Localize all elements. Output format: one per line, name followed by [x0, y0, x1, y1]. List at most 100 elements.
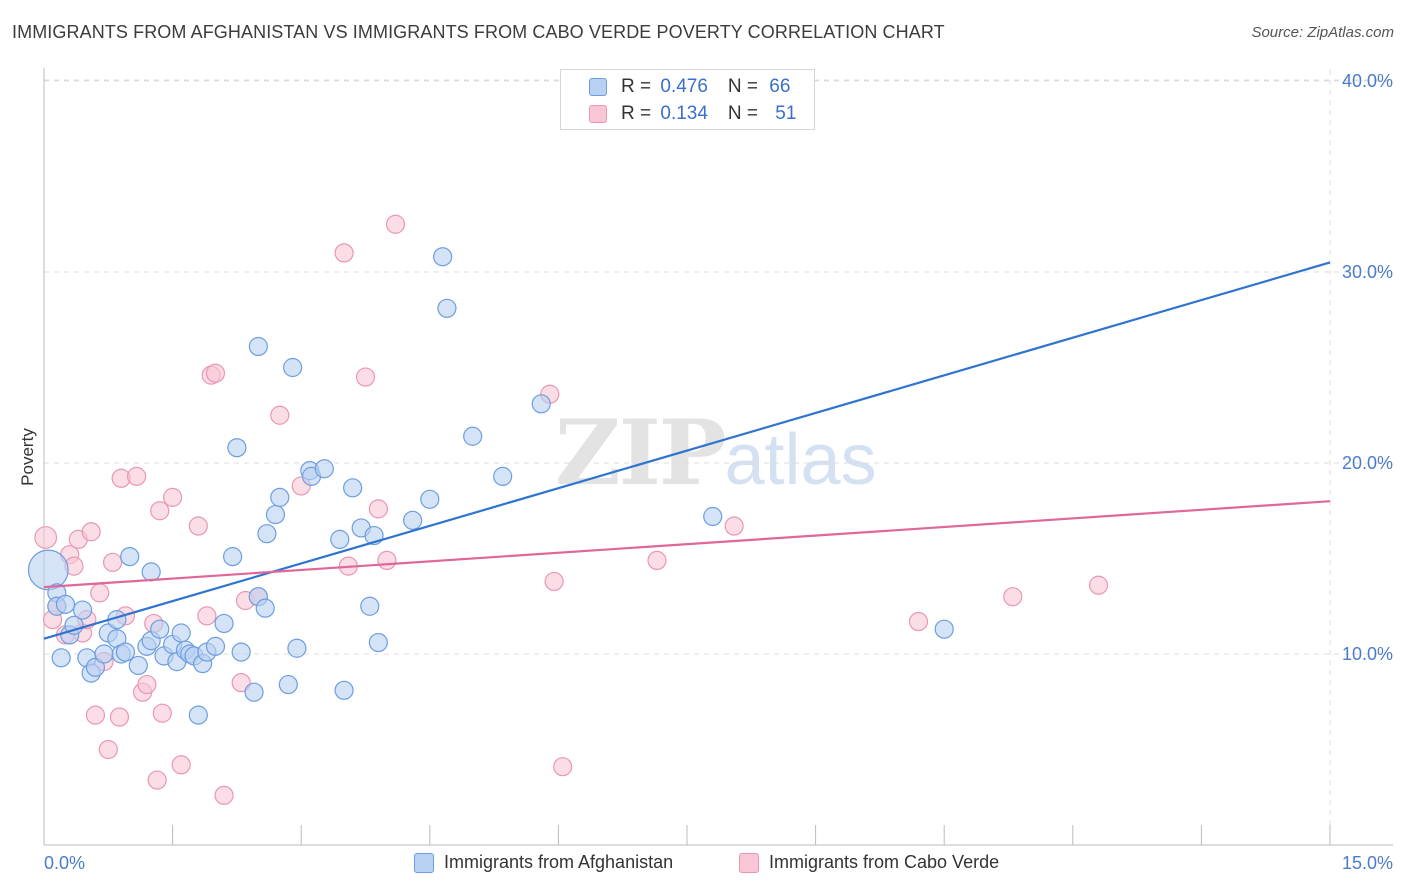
bottom-legend-swatch-blue [414, 852, 434, 873]
cabo-verde-point [126, 466, 147, 486]
cabo-verde-point [102, 552, 123, 572]
y-tick-label: 10.0% [1342, 644, 1393, 664]
cabo-verde-point [908, 611, 929, 632]
bottom-legend: Immigrants from Afghanistan Immigrants f… [0, 852, 1406, 878]
afghanistan-point [270, 487, 290, 507]
afghanistan-point [403, 510, 423, 530]
legend-swatch-blue [589, 78, 607, 96]
legend-r-label: R = [621, 76, 657, 97]
chart-title: IMMIGRANTS FROM AFGHANISTAN VS IMMIGRANT… [12, 22, 945, 42]
legend-r-value: 0.134 [660, 103, 708, 124]
afghanistan-point [51, 648, 71, 668]
afghanistan-point [493, 466, 513, 486]
legend: R = 0.476 N = 66 R = 0.134 N = 51 [560, 69, 815, 130]
legend-row-afghanistan: R = 0.476 N = 66 [561, 74, 790, 100]
afghanistan-point [703, 506, 723, 527]
afghanistan-point [531, 394, 551, 414]
cabo-verde-point [231, 673, 251, 693]
cabo-verde-point [171, 755, 191, 775]
cabo-verde-point [205, 363, 226, 383]
afghanistan-point [420, 489, 440, 509]
afghanistan-point [150, 619, 170, 639]
trend-lines [43, 261, 1331, 640]
y-tick-label: 30.0% [1342, 262, 1393, 282]
cabo-verde-point [553, 757, 573, 777]
afghanistan-point [227, 438, 247, 458]
afghanistan-point [171, 623, 191, 643]
cabo-verde-point [197, 606, 217, 626]
afghanistan-point [128, 655, 148, 676]
afghanistan-point [278, 674, 298, 695]
afghanistan-point [248, 336, 268, 357]
afghanistan-point [223, 546, 243, 567]
afghanistan-point [463, 426, 483, 446]
afghanistan-points [27, 247, 954, 725]
afghanistan-point [257, 524, 277, 544]
cabo-verde-point [214, 785, 234, 805]
y-tick-label: 20.0% [1342, 453, 1393, 473]
cabo-verde-point [34, 526, 58, 549]
afghanistan-point [214, 613, 234, 634]
legend-n-value: 51 [775, 103, 797, 124]
cabo-verde-point [334, 243, 354, 263]
afghanistan-point [433, 247, 453, 267]
cabo-verde-point [147, 770, 167, 790]
cabo-verde-trend-line [43, 500, 1331, 589]
cabo-verde-point [544, 571, 564, 592]
afghanistan-point [188, 705, 208, 725]
afghanistan-point [120, 546, 140, 567]
afghanistan-point [934, 619, 954, 639]
afghanistan-point [64, 615, 84, 635]
bottom-legend-label: Immigrants from Cabo Verde [769, 852, 1000, 872]
afghanistan-point [368, 632, 388, 653]
afghanistan-point [360, 596, 380, 616]
afghanistan-point [265, 504, 286, 525]
afghanistan-point [314, 459, 334, 479]
afghanistan-trend-line [43, 261, 1331, 640]
afghanistan-point [115, 642, 136, 662]
afghanistan-point [287, 638, 307, 658]
afghanistan-point [141, 562, 161, 582]
afghanistan-point [205, 636, 226, 656]
afghanistan-point [437, 298, 457, 318]
gridlines [44, 70, 1393, 845]
afghanistan-point [94, 644, 114, 664]
cabo-verde-point [368, 499, 388, 519]
afghanistan-point [283, 357, 303, 378]
y-axis-title: Poverty [18, 428, 37, 486]
cabo-verde-point [188, 516, 208, 536]
cabo-verde-point [85, 705, 106, 725]
cabo-verde-point [355, 367, 376, 387]
y-tick-label: 40.0% [1342, 71, 1393, 91]
bottom-legend-cabo-verde: Immigrants from Cabo Verde [739, 852, 999, 873]
cabo-verde-point [1088, 575, 1109, 595]
afghanistan-point [343, 478, 363, 498]
cabo-verde-point [137, 674, 157, 695]
legend-r-value: 0.476 [660, 76, 708, 97]
bottom-legend-label: Immigrants from Afghanistan [444, 852, 674, 872]
afghanistan-point [334, 680, 354, 700]
source-credit: Source: ZipAtlas.com [1251, 24, 1394, 41]
legend-n-label: N = [727, 76, 764, 97]
legend-row-cabo-verde: R = 0.134 N = 51 [561, 101, 796, 127]
cabo-verde-point [385, 214, 406, 234]
x-tick-label: 15.0% [1342, 853, 1393, 873]
cabo-verde-point [109, 707, 130, 727]
cabo-verde-point [163, 487, 183, 507]
afghanistan-point [72, 600, 93, 620]
afghanistan-point [244, 682, 264, 702]
x-tick-label: 0.0% [44, 853, 85, 873]
tick-labels: 10.0% 20.0% 30.0% 40.0% 0.0% 15.0% [44, 71, 1393, 873]
afghanistan-point [330, 529, 350, 550]
afghanistan-point [27, 549, 69, 591]
axes [43, 68, 1393, 846]
legend-swatch-pink [589, 105, 607, 123]
cabo-verde-point [1003, 587, 1023, 607]
cabo-verde-point [150, 501, 170, 521]
bottom-legend-swatch-pink [739, 852, 759, 873]
cabo-verde-point [81, 522, 101, 542]
cabo-verde-point [724, 516, 744, 536]
bottom-legend-afghanistan: Immigrants from Afghanistan [414, 852, 673, 873]
legend-n-label: N = [727, 103, 764, 124]
